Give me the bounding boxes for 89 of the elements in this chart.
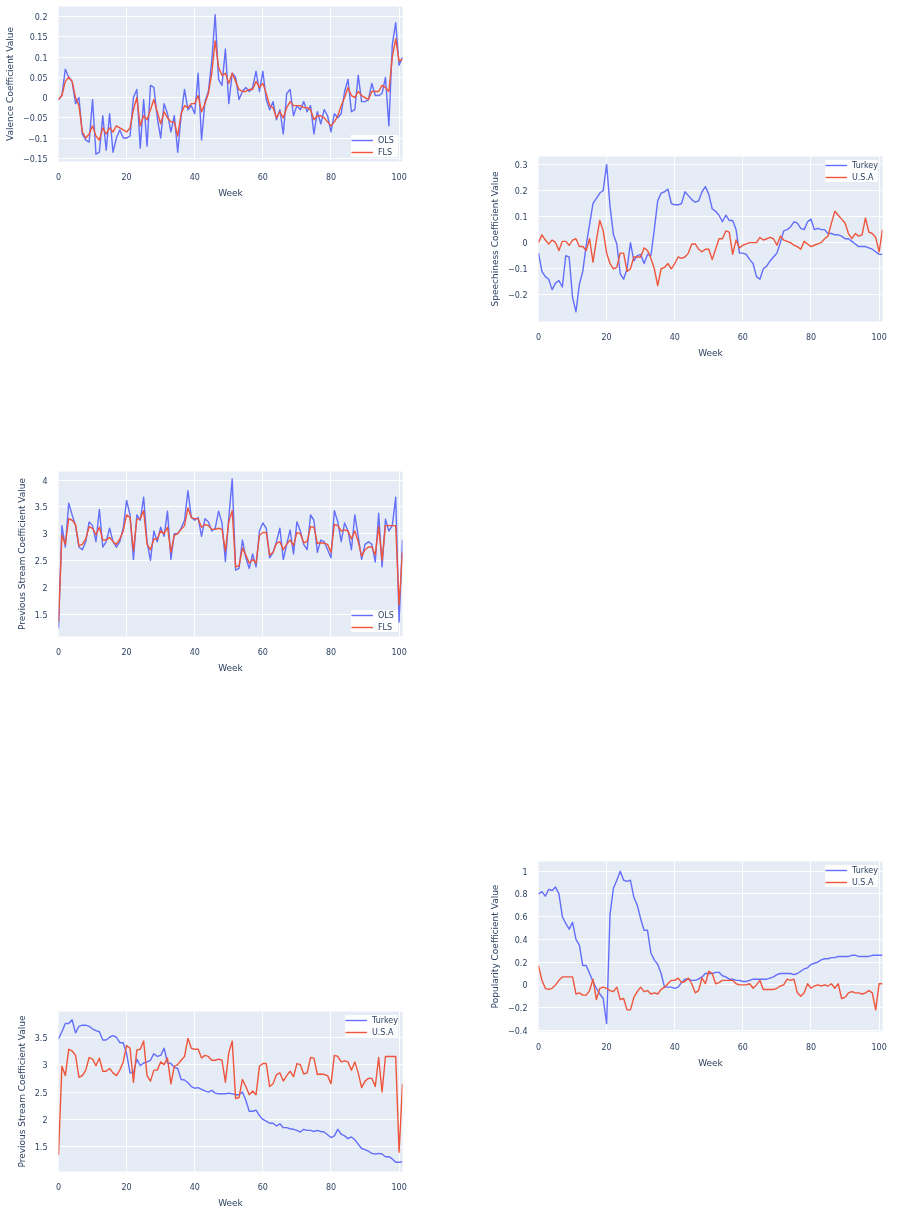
y-tick-label: 1.5 (34, 1143, 48, 1153)
x-tick-label: 0 (55, 172, 62, 182)
x-axis-title: Week (218, 187, 244, 198)
y-tick-label: 3 (42, 1061, 48, 1071)
legend-label: OLS (378, 610, 395, 620)
y-tick-label: 4 (42, 476, 48, 486)
y-tick-label: −0.15 (22, 154, 48, 164)
x-axis-title: Week (218, 1197, 244, 1208)
y-tick-label: 0 (42, 94, 48, 104)
x-tick-label: 100 (391, 1182, 407, 1192)
legend-label: U.S.A (371, 1027, 394, 1037)
y-tick-label: −0.2 (508, 291, 528, 301)
y-tick-label: 0.2 (514, 958, 528, 968)
x-tick-label: 100 (391, 172, 407, 182)
x-axis-title: Week (698, 347, 724, 358)
legend-label: U.S.A (851, 877, 874, 887)
x-tick-label: 60 (257, 647, 268, 657)
legend-label: FLS (378, 147, 394, 157)
y-tick-label: 0 (522, 239, 528, 249)
y-tick-label: 0 (522, 981, 528, 991)
y-tick-label: −0.2 (508, 1004, 528, 1014)
y-tick-label: 1.5 (34, 610, 48, 620)
y-tick-label: 2.5 (34, 1088, 48, 1098)
x-tick-label: 80 (805, 332, 817, 342)
x-axis-title: Week (218, 662, 244, 673)
x-tick-label: 0 (535, 332, 542, 342)
y-tick-label: −0.05 (22, 114, 48, 124)
y-tick-label: 0.1 (514, 213, 528, 223)
x-tick-label: 40 (189, 172, 200, 182)
y-tick-label: 0.4 (514, 935, 528, 945)
x-tick-label: 20 (121, 1182, 132, 1192)
y-tick-label: 3 (42, 530, 48, 540)
y-tick-label: 0.05 (29, 73, 48, 83)
y-tick-label: 3.5 (34, 1033, 48, 1043)
legend-label: Turkey (371, 1015, 398, 1025)
y-axis-title: Previous Stream Coefficient Value (16, 477, 27, 631)
y-tick-label: 0.15 (29, 33, 48, 43)
x-tick-label: 40 (669, 1042, 680, 1052)
y-tick-label: −0.1 (28, 134, 48, 144)
x-tick-label: 100 (871, 1042, 887, 1052)
legend-label: U.S.A (851, 172, 874, 182)
x-tick-label: 60 (737, 1042, 748, 1052)
y-tick-label: 0.6 (514, 913, 528, 923)
y-tick-label: 0.1 (34, 53, 48, 63)
x-tick-label: 80 (325, 1182, 337, 1192)
line-series (58, 13, 403, 155)
y-tick-label: 0.8 (514, 890, 528, 900)
y-tick-label: −0.1 (508, 265, 528, 275)
x-tick-label: 20 (121, 647, 132, 657)
x-tick-label: 20 (601, 1042, 612, 1052)
x-tick-label: 40 (189, 1182, 200, 1192)
legend-label: OLS (378, 135, 395, 145)
x-tick-label: 80 (325, 647, 337, 657)
x-tick-label: 80 (805, 1042, 817, 1052)
x-tick-label: 40 (669, 332, 680, 342)
y-tick-label: 2.5 (34, 556, 48, 566)
y-tick-label: 3.5 (34, 503, 48, 513)
x-tick-label: 100 (871, 332, 887, 342)
y-axis-title: Valence Coefficient Value (4, 26, 15, 141)
y-tick-label: 2 (42, 1115, 48, 1125)
x-tick-label: 60 (257, 1182, 268, 1192)
line-series (58, 1037, 403, 1156)
legend-label: Turkey (851, 160, 878, 170)
line-series (58, 38, 403, 141)
line-series (538, 163, 883, 313)
x-tick-label: 100 (391, 647, 407, 657)
x-tick-label: 60 (257, 172, 268, 182)
x-tick-label: 80 (325, 172, 337, 182)
y-axis-title: Previous Stream Coefficient Value (16, 1014, 27, 1168)
x-tick-label: 60 (737, 332, 748, 342)
y-axis-title: Speechiness Coefficient Value (490, 171, 501, 307)
x-tick-label: 0 (55, 1182, 62, 1192)
y-tick-label: 0.2 (514, 186, 528, 196)
x-tick-label: 20 (121, 172, 132, 182)
line-series (538, 210, 883, 287)
line-series (538, 964, 883, 1011)
x-tick-label: 20 (601, 332, 612, 342)
x-tick-label: 0 (535, 1042, 542, 1052)
y-tick-label: 1 (522, 867, 528, 877)
legend-label: Turkey (851, 865, 878, 875)
y-tick-label: −0.4 (508, 1026, 528, 1036)
x-axis-title: Week (698, 1057, 724, 1068)
x-tick-label: 40 (189, 647, 200, 657)
y-tick-label: 0.3 (514, 160, 528, 170)
x-tick-label: 0 (55, 647, 62, 657)
y-axis-title: Popularity Coefficient Value (490, 884, 501, 1009)
y-tick-label: 2 (42, 583, 48, 593)
legend-label: FLS (378, 622, 394, 632)
y-tick-label: 0.2 (34, 13, 48, 23)
